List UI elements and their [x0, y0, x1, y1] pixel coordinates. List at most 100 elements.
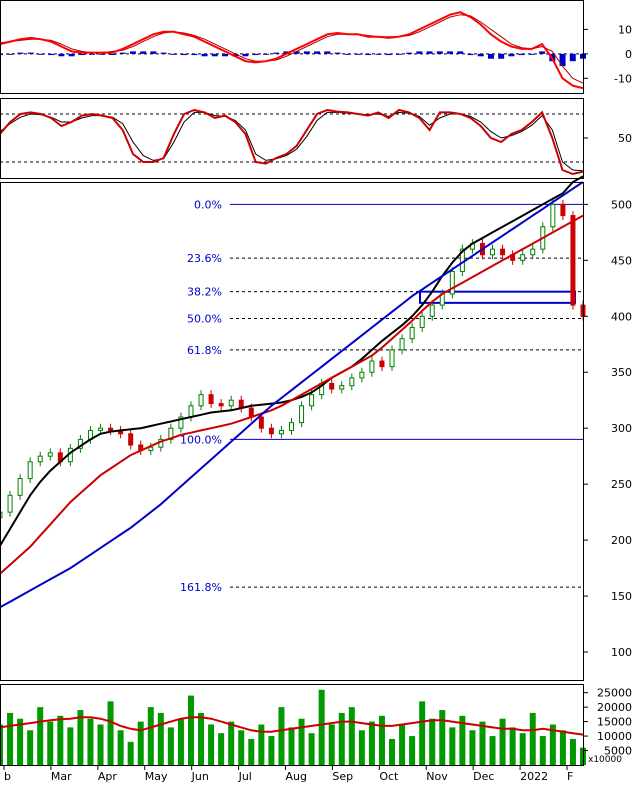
candle-body: [399, 338, 405, 351]
macd-histogram-bar: [0, 53, 3, 56]
volume-ma-line: [0, 716, 584, 736]
panel-frame-macd: [0, 0, 584, 94]
candle-body: [379, 360, 385, 368]
volume-bar: [338, 712, 345, 765]
macd-histogram-bar: [426, 51, 433, 54]
fib-level-label: 100.0%: [180, 433, 222, 446]
volume-panel: [0, 689, 586, 765]
fib-level-label: 61.8%: [187, 344, 222, 357]
candle-body: [198, 394, 204, 407]
volume-bar: [228, 721, 235, 765]
macd-histogram-bar: [354, 53, 361, 55]
volume-bar: [368, 721, 375, 765]
candle-body: [208, 394, 214, 405]
candle-body: [520, 254, 526, 261]
macd-histogram-bar: [7, 53, 14, 55]
macd-histogram-bar: [129, 51, 136, 54]
macd-histogram-bar: [160, 52, 167, 54]
volume-bar: [298, 718, 305, 765]
macd-histogram-bar: [344, 53, 351, 55]
macd-histogram-bar: [78, 53, 85, 56]
fib-level-label: 23.6%: [187, 252, 222, 265]
macd-histogram-bar: [48, 53, 55, 56]
month-label: Dec: [473, 770, 494, 783]
macd-histogram-bar: [539, 51, 546, 54]
volume-bar: [238, 730, 245, 765]
volume-bar: [439, 710, 446, 765]
volume-bar: [539, 736, 546, 765]
volume-bar: [67, 727, 74, 765]
volume-bar: [469, 730, 476, 765]
macd-histogram-bar: [293, 51, 300, 54]
stochastic-panel: [0, 108, 584, 176]
macd-line: [0, 11, 584, 90]
vol-tick-label: 20000: [597, 701, 632, 714]
volume-bar: [7, 712, 14, 765]
candle-body: [228, 399, 234, 407]
macd-histogram-bar: [528, 53, 535, 55]
macd-tick-label: 10: [618, 23, 632, 36]
candle-body: [108, 427, 114, 431]
volume-bar: [409, 736, 416, 765]
macd-histogram-bar: [365, 53, 372, 56]
macd-histogram-bar: [119, 52, 126, 54]
macd-histogram-bar: [416, 51, 423, 54]
candle-body: [359, 371, 365, 379]
price-tick-label: 100: [611, 646, 632, 659]
volume-bar: [117, 730, 124, 765]
macd-signal-line: [0, 14, 584, 84]
volume-bar: [559, 730, 566, 765]
candle-body: [7, 494, 13, 513]
volume-bar: [57, 715, 64, 765]
volume-bar: [0, 724, 3, 765]
candle-body: [258, 416, 264, 429]
macd-tick-label: -10: [614, 72, 632, 85]
month-label: 2022: [520, 770, 548, 783]
candle-body: [178, 416, 184, 429]
macd-histogram-bar: [140, 51, 147, 54]
candle-body: [429, 304, 435, 317]
macd-histogram-bar: [68, 53, 75, 57]
macd-histogram-bar: [262, 53, 269, 55]
volume-bar: [288, 727, 295, 765]
volume-bar: [37, 707, 44, 765]
macd-histogram-bar: [27, 52, 34, 54]
candle-body: [148, 446, 154, 452]
volume-bar: [97, 724, 104, 765]
volume-bar: [479, 721, 486, 765]
volume-bar: [499, 718, 506, 765]
macd-histogram-bar: [385, 53, 392, 56]
month-label: Mar: [51, 770, 72, 783]
volume-bar: [358, 730, 365, 765]
macd-histogram-bar: [314, 51, 321, 54]
candle-body: [339, 385, 345, 390]
volume-bar: [218, 733, 225, 765]
month-label: Jun: [191, 770, 209, 783]
candle-body: [268, 427, 274, 435]
macd-histogram-bar: [191, 53, 198, 56]
volume-bar: [348, 707, 355, 765]
macd-histogram-bar: [508, 53, 515, 57]
price-tick-label: 400: [611, 310, 632, 323]
candle-body: [98, 427, 104, 431]
candle-body: [309, 394, 315, 407]
volume-bar: [17, 718, 24, 765]
candle-body: [128, 433, 134, 446]
volume-bar: [208, 724, 215, 765]
month-label: b: [4, 770, 11, 783]
fib-level-label: 50.0%: [187, 313, 222, 326]
volume-bar: [187, 695, 194, 765]
month-label: Jul: [238, 770, 252, 783]
candle-body: [299, 405, 305, 424]
vol-tick-label: 15000: [597, 716, 632, 729]
moving-average-ma50: [0, 175, 584, 547]
volume-bar: [419, 701, 426, 765]
candle-body: [449, 271, 455, 295]
fib-level-label: 0.0%: [194, 198, 222, 211]
candle-body: [37, 455, 43, 463]
volume-bar: [308, 733, 315, 765]
candle-body: [550, 203, 556, 228]
volume-bar: [549, 724, 556, 765]
volume-bar: [47, 721, 54, 765]
